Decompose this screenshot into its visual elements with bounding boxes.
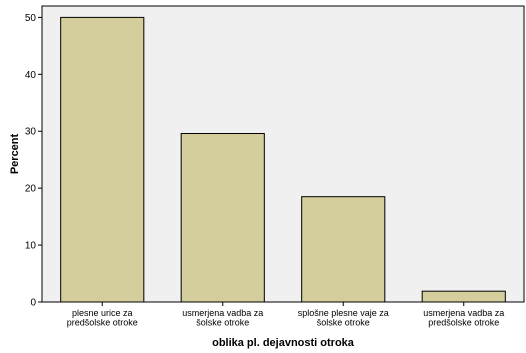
x-category-label: šolske otroke xyxy=(317,318,370,328)
x-category-label: usmerjena vadba za xyxy=(182,308,263,318)
y-axis-title: Percent xyxy=(9,133,21,174)
y-tick-label: 0 xyxy=(30,298,36,309)
y-tick-label: 50 xyxy=(25,13,37,24)
x-axis-title: oblika pl. dejavnosti otroka xyxy=(212,337,355,349)
x-category-label: predšolske otroke xyxy=(428,318,499,328)
y-tick-label: 20 xyxy=(25,184,37,195)
bar xyxy=(60,16,145,303)
bar xyxy=(301,196,386,303)
y-tick-label: 40 xyxy=(25,70,37,81)
x-category-label: usmerjena vadba za xyxy=(423,308,504,318)
y-axis: 0 10 20 30 40 50 xyxy=(25,13,42,309)
y-tick-label: 10 xyxy=(25,241,37,252)
x-category-label: splošne plesne vaje za xyxy=(298,308,389,318)
bar xyxy=(180,133,265,303)
x-category-label: plesne urice za xyxy=(72,308,133,318)
x-category-label: predšolske otroke xyxy=(67,318,138,328)
bars-group xyxy=(60,16,506,303)
y-tick-label: 30 xyxy=(25,127,37,138)
x-category-label: šolske otroke xyxy=(196,318,249,328)
bar xyxy=(421,290,506,303)
